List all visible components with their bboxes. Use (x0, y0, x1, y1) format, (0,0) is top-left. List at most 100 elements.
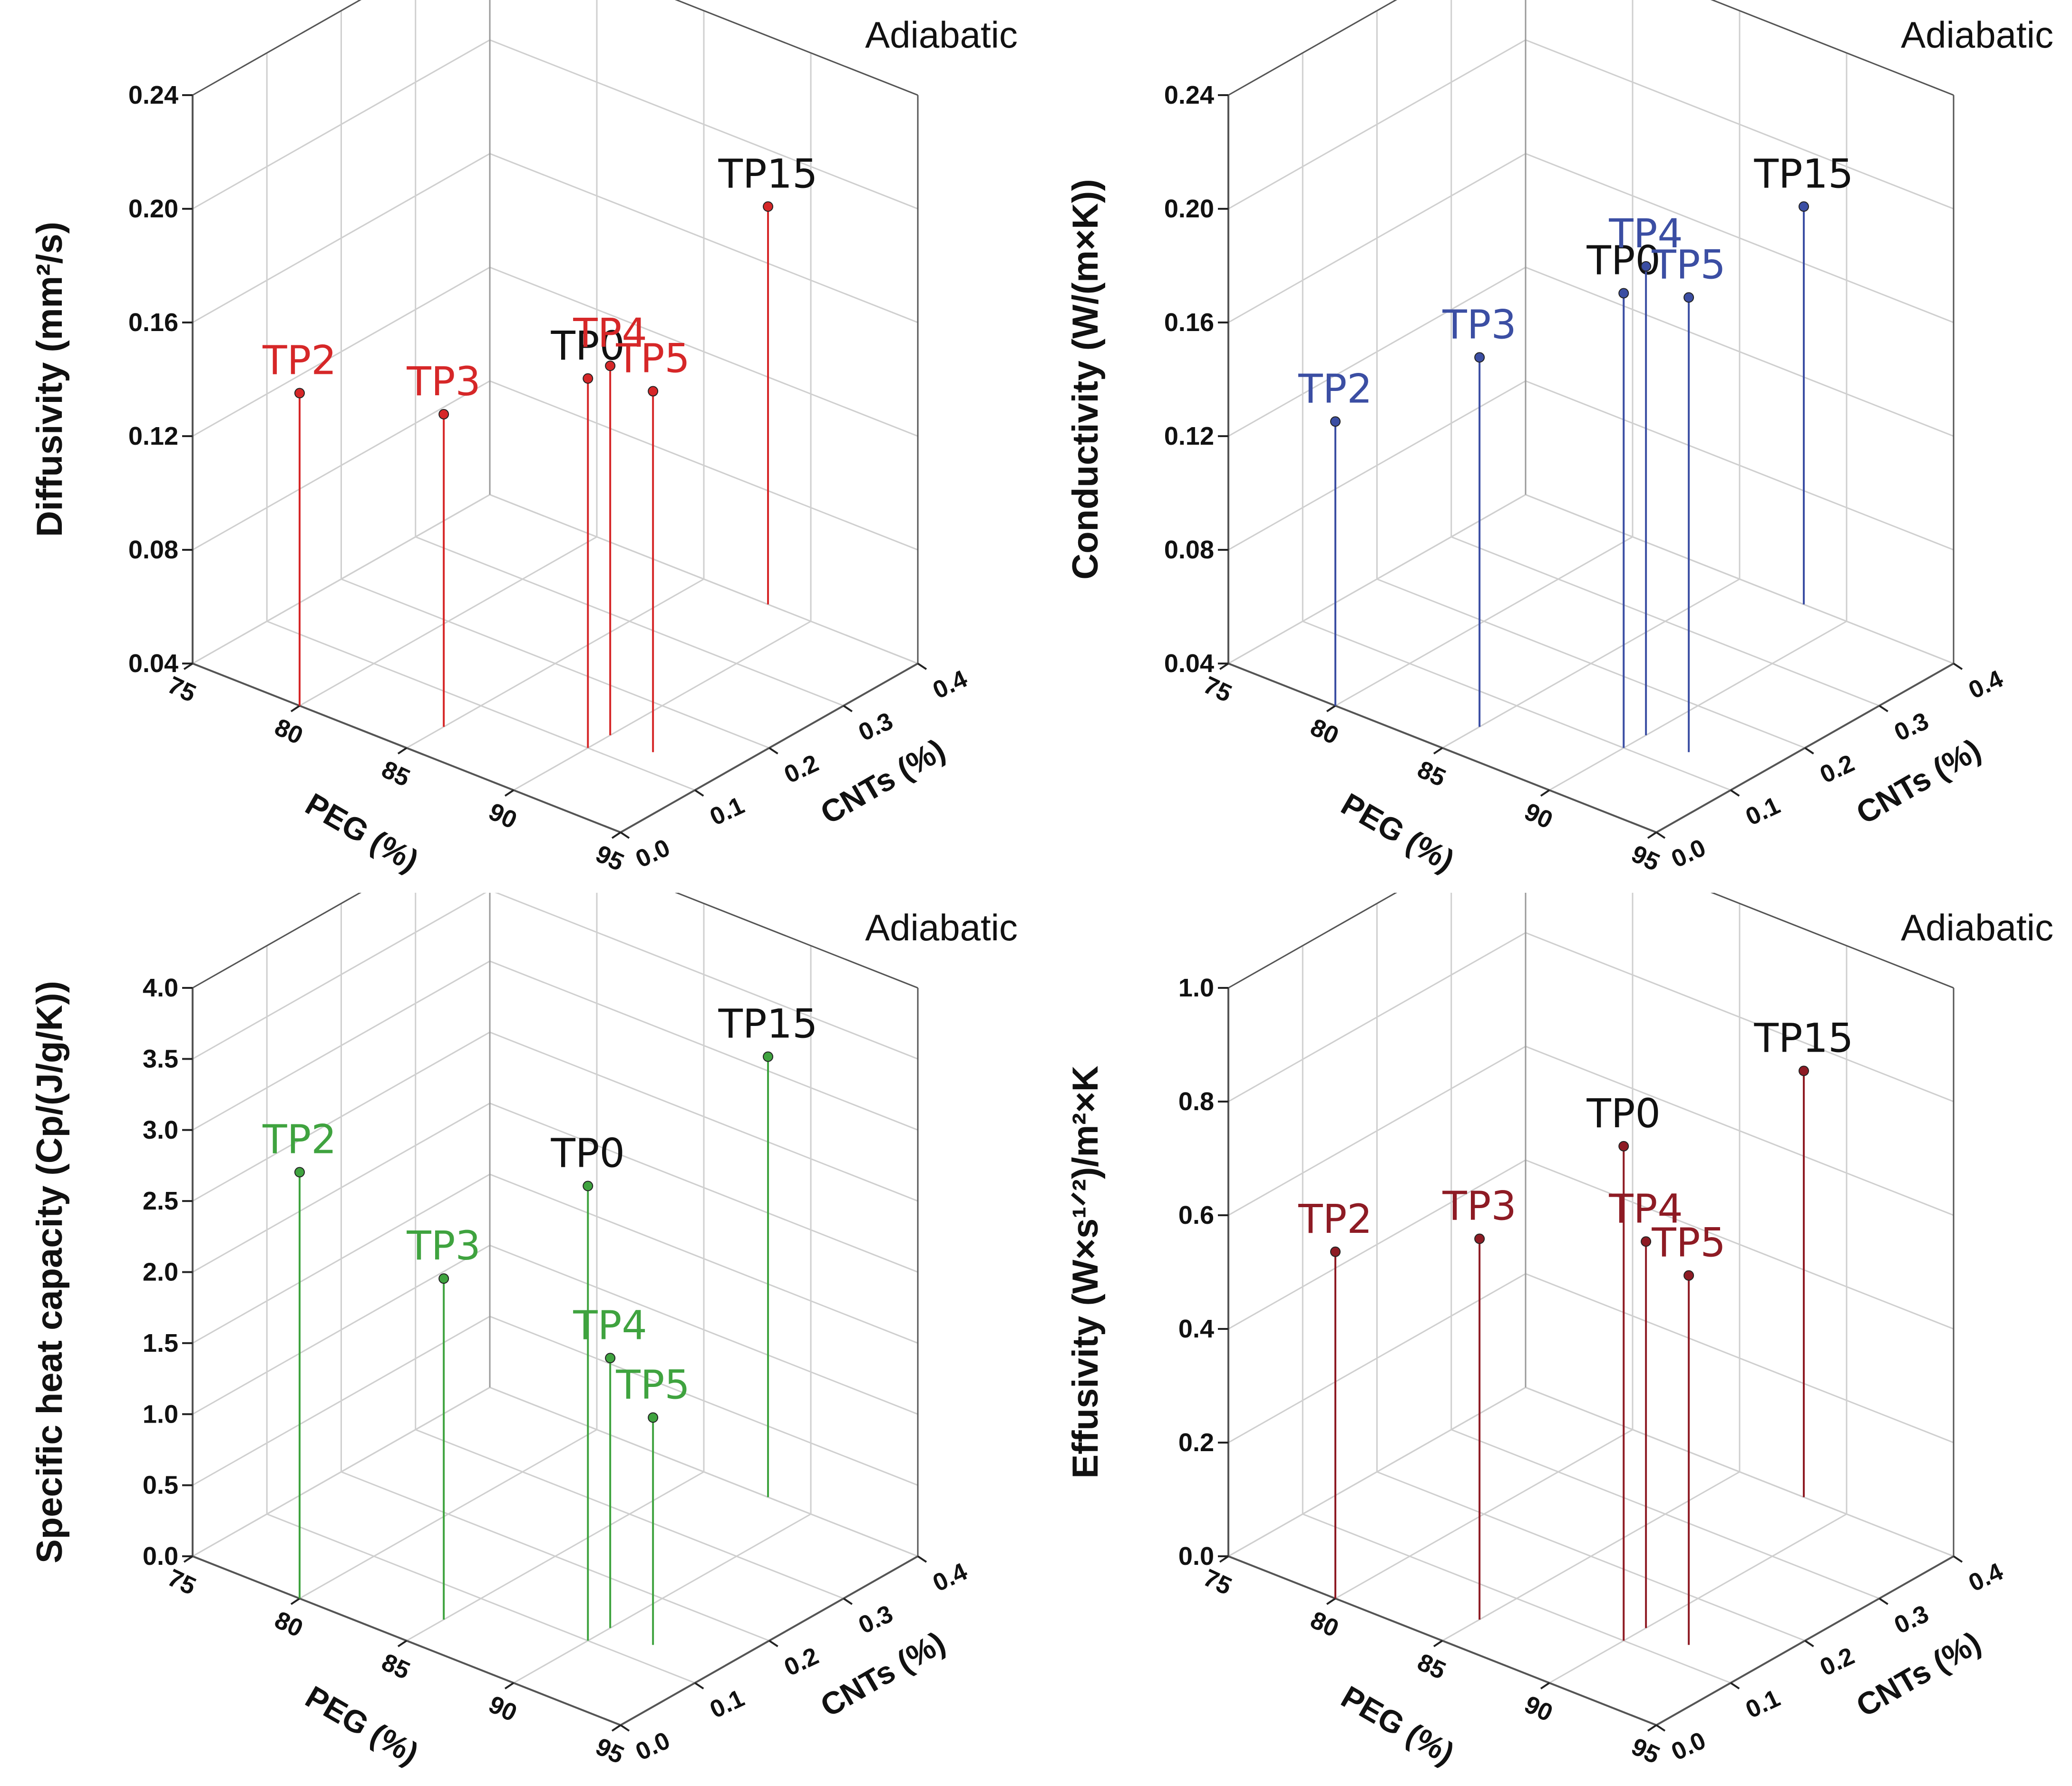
adiabatic-annotation: Adiabatic (1901, 14, 2053, 56)
grid (1227, 0, 1955, 833)
x-tick-mark (397, 1640, 408, 1648)
x-tick-mark (397, 747, 408, 755)
diffusivity-panel: 0.04 0.08 0.12 0.16 0.20 0.24 75 80 85 90 95 0.0 0.1… (0, 0, 1036, 893)
marker-tp0 (1618, 288, 1629, 299)
marker-tp3 (438, 1273, 449, 1284)
y-tick-label: 0.2 (780, 1642, 823, 1682)
x-tick-label: 80 (271, 713, 307, 750)
x-axis-title: PEG (%) (1335, 786, 1460, 878)
z-tick-labels: 0.04 0.08 0.12 0.16 0.20 0.24 (128, 81, 193, 678)
point-label-tp15: TP15 (718, 1001, 818, 1047)
marker-tp5 (1683, 292, 1694, 303)
y-tick-label: 0.1 (706, 791, 749, 831)
x-tick-mark (1326, 1598, 1336, 1605)
point-label-tp2: TP2 (262, 1116, 336, 1163)
y-tick-label: 0.3 (855, 1600, 897, 1640)
marker-tp3 (1474, 1233, 1485, 1244)
x-tick-mark (1433, 1640, 1443, 1648)
x-tick-mark (1647, 831, 1657, 839)
z-tick-label: 1.5 (143, 1329, 178, 1357)
x-tick-mark (504, 1682, 515, 1689)
floor-gridline (266, 1513, 695, 1684)
y-tick-label: 0.4 (929, 665, 972, 704)
point-label-tp2: TP2 (262, 337, 336, 384)
x-tick-label: 90 (485, 1690, 521, 1727)
z-tick-label: 3.5 (143, 1044, 178, 1073)
point-label-tp0: TP0 (1586, 1090, 1661, 1137)
frame-edge (1228, 893, 1398, 989)
x-tick-mark (1219, 1555, 1229, 1563)
z-tick-label: 0.20 (1164, 195, 1214, 223)
marker-tp0 (1618, 1141, 1629, 1152)
y-tick-label: 0.3 (1890, 707, 1933, 747)
z-tick-label: 0.2 (1178, 1428, 1214, 1457)
y-axis-title: CNTs (%) (815, 732, 951, 830)
floor-gridline (1525, 494, 1954, 664)
x-tick-label: 85 (1413, 1649, 1450, 1685)
marker-tp15 (763, 201, 773, 212)
conductivity-panel: 0.04 0.08 0.12 0.16 0.20 0.24 75 80 85 90 95 0.0 0.1… (1036, 0, 2072, 893)
point-label-tp15: TP15 (718, 150, 818, 197)
marker-tp3 (1474, 352, 1485, 363)
y-tick-label: 0.1 (1741, 1684, 1784, 1724)
point-label-tp4: TP4 (573, 1302, 647, 1348)
floor-gridline (489, 1386, 918, 1557)
specific-heat-panel: 0.0 0.5 1.0 1.5 2.0 2.5 3.0 3.5 4.0 75 80 85 90 95 0.0… (0, 893, 1036, 1786)
axis-frame (192, 0, 919, 833)
axis-frame (1227, 0, 1955, 833)
z-tick-label: 0.0 (143, 1542, 178, 1571)
x-tick-mark (504, 789, 515, 797)
x-tick-label: 95 (1627, 1733, 1664, 1769)
adiabatic-annotation: Adiabatic (865, 14, 1018, 56)
floor-gridline (1376, 578, 1806, 749)
y-tick-mark (1804, 747, 1814, 755)
marker-tp15 (1799, 1065, 1809, 1076)
z-tick-label: 0.12 (1164, 422, 1214, 450)
frame-edge (674, 893, 918, 989)
marker-tp4 (1641, 1236, 1652, 1247)
y-axis-title: CNTs (%) (815, 1624, 951, 1723)
x-tick-mark (1540, 1682, 1550, 1689)
x-tick-mark (183, 1555, 194, 1563)
frame-edge (192, 893, 362, 989)
marker-tp2 (294, 388, 305, 399)
frame-edge (192, 0, 362, 96)
y-tick-mark (1878, 705, 1888, 712)
marker-tp0 (583, 1181, 593, 1191)
z-tick-label: 0.24 (128, 81, 178, 109)
z-tick-label: 0.0 (1178, 1542, 1214, 1571)
x-tick-mark (1647, 1724, 1657, 1732)
x-tick-label: 90 (1520, 1690, 1557, 1727)
frame-edge (1710, 893, 1954, 989)
y-tick-mark (1730, 1682, 1740, 1689)
point-label-tp15: TP15 (1754, 150, 1854, 197)
z-tick-label: 0.16 (1164, 308, 1214, 337)
y-tick-mark (1730, 789, 1740, 797)
floor-gridline (1376, 1471, 1806, 1641)
z-tick-label: 4.0 (143, 974, 178, 1002)
z-axis-title: Specific heat capacity (Cp/(J/g/K)) (29, 981, 70, 1563)
effusivity-panel: 0.0 0.2 0.4 0.6 0.8 1.0 75 80 85 90 95 0.0 0.1 0.2 0.3… (1036, 893, 2072, 1786)
x-tick-mark (290, 1598, 301, 1605)
marker-tp0 (583, 373, 593, 384)
frame-edge (1228, 0, 1398, 96)
z-tick-labels: 0.0 0.2 0.4 0.6 0.8 1.0 (1178, 974, 1228, 1571)
y-tick-label: 0.2 (1816, 750, 1858, 789)
x-tick-label: 90 (485, 798, 521, 834)
y-tick-mark (620, 831, 630, 839)
x-tick-mark (290, 705, 301, 712)
marker-tp5 (648, 386, 659, 397)
x-tick-mark (1326, 705, 1336, 712)
floor-gridline (1525, 1386, 1954, 1557)
y-axis-title: CNTs (%) (1850, 1624, 1987, 1723)
y-tick-label: 0.4 (929, 1558, 972, 1597)
x-tick-label: 95 (592, 1733, 628, 1769)
floor-gridline (340, 578, 770, 749)
x-tick-label: 90 (1520, 798, 1557, 834)
x-axis-title: PEG (%) (300, 786, 424, 878)
y-axis-title: CNTs (%) (1850, 732, 1987, 830)
x-tick-label: 95 (1627, 840, 1664, 877)
